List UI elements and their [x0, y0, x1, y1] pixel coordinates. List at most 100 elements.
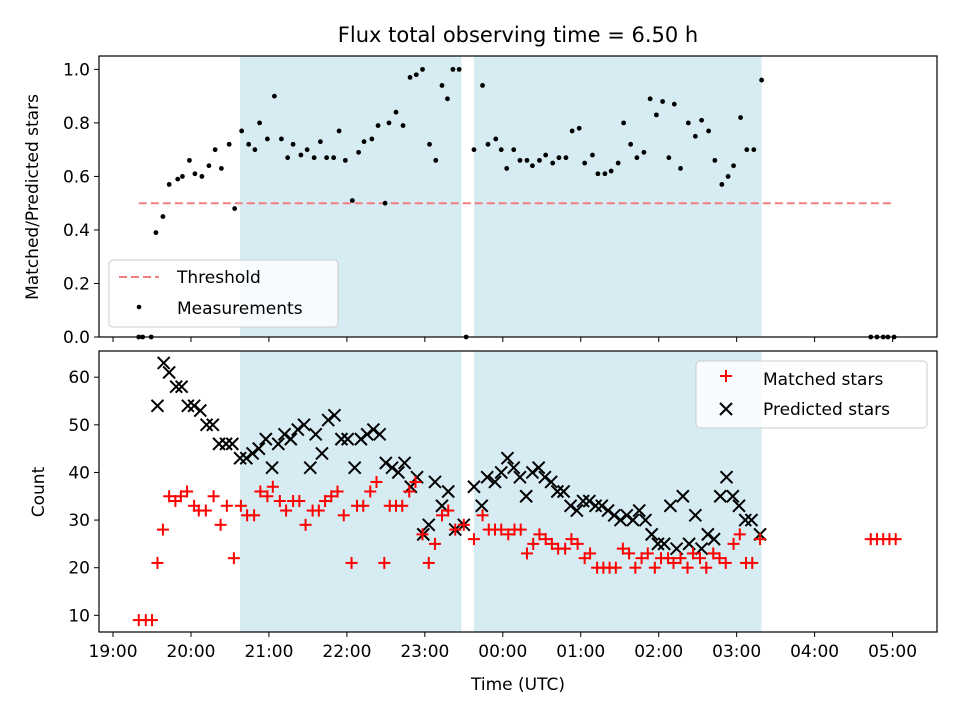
matched-point — [422, 556, 435, 569]
measurement-point — [166, 182, 172, 187]
matched-point — [629, 561, 642, 574]
bottom-plot-frame — [98, 350, 938, 633]
measurement-point — [317, 139, 323, 145]
matched-point — [331, 485, 344, 498]
measurement-point — [712, 157, 718, 163]
measurement-point — [504, 166, 510, 171]
predicted-point — [744, 513, 759, 527]
measurement-point — [445, 96, 450, 102]
measurement-point — [738, 115, 743, 120]
y-tick-label: 1.0 — [63, 60, 90, 80]
bottom-x-ticks: 19:00 20:00 21:00 22:00 23:00 00:00 01:00 02:00… — [89, 632, 917, 662]
y-tick-label: 0.4 — [63, 221, 90, 241]
measurement-point — [439, 83, 445, 88]
predicted-point — [347, 460, 362, 475]
predicted-point — [441, 484, 455, 499]
matched-point — [623, 547, 636, 560]
predicted-point — [315, 446, 329, 461]
predicted-point — [570, 503, 584, 518]
matched-point — [214, 518, 227, 531]
matched-point — [571, 537, 584, 550]
measurement-point — [433, 157, 439, 163]
matched-point — [754, 533, 767, 546]
predicted-point — [663, 499, 678, 513]
top-legend-box — [108, 259, 339, 328]
matched-point — [312, 504, 325, 517]
bottom-y-axis-label: Count — [29, 466, 49, 517]
matched-point — [616, 542, 629, 555]
measurement-point — [537, 157, 542, 163]
measurement-point — [511, 147, 517, 153]
measurement-point — [331, 155, 337, 161]
measurement-point — [298, 152, 304, 158]
matched-point — [514, 523, 527, 536]
matched-point — [733, 528, 746, 541]
measurement-point — [480, 83, 485, 88]
measurement-point — [671, 101, 677, 107]
measurement-point — [621, 120, 627, 126]
matched-point — [495, 523, 508, 536]
predicted-point — [193, 403, 208, 418]
predicted-point — [422, 518, 436, 532]
shaded-span-1 — [240, 351, 462, 632]
measurement-point — [361, 139, 367, 145]
matched-point — [357, 499, 370, 512]
matched-point — [727, 537, 740, 550]
matched-point — [694, 552, 707, 565]
top-y-ticks: 0.0 0.2 0.4 0.6 0.8 1.0 — [63, 60, 99, 348]
measurement-point — [602, 171, 608, 177]
predicted-legend-swatch — [719, 402, 733, 416]
measurement-point — [349, 198, 355, 203]
matched-point — [319, 495, 332, 508]
measurement-point — [685, 120, 691, 126]
measurement-point — [731, 163, 736, 169]
predicted-point — [366, 422, 381, 437]
matched-point — [584, 547, 597, 560]
top-panel: 0.0 0.2 0.4 0.6 0.8 1.0 Matched/Predicted sta… — [23, 55, 938, 348]
measurement-point — [257, 120, 262, 126]
measurement-point — [653, 112, 659, 118]
predicted-point — [291, 422, 305, 437]
x-tick-label: 23:00 — [400, 642, 449, 662]
predicted-point — [372, 427, 387, 442]
x-tick-label: 00:00 — [478, 642, 527, 662]
measurement-point — [212, 147, 218, 153]
predicted-point — [245, 446, 260, 461]
measurement-points — [136, 66, 897, 340]
measurement-point — [517, 157, 523, 163]
matched-point — [299, 518, 312, 531]
measurement-point — [744, 147, 750, 153]
predicted-point — [480, 470, 494, 484]
matched-point — [442, 504, 455, 517]
measurement-point — [666, 155, 672, 161]
predicted-point — [150, 399, 165, 413]
measurement-point — [576, 125, 582, 131]
predicted-point — [626, 513, 640, 527]
x-tick-label: 20:00 — [166, 642, 215, 662]
predicted-point — [199, 418, 214, 432]
predicted-point — [467, 480, 481, 494]
measurement-point — [290, 141, 296, 147]
matched-point — [396, 499, 409, 512]
matched-point — [370, 475, 383, 488]
matched-point — [559, 542, 572, 555]
matched-point — [457, 518, 470, 531]
predicted-point — [544, 475, 558, 489]
matched-point — [207, 490, 220, 503]
bottom-panel: 10 20 30 40 50 60 19:00 20:00 21:00 22:00 23:00 00… — [29, 350, 938, 695]
predicted-point — [500, 451, 515, 465]
measurement-point — [324, 155, 330, 161]
predicted-point — [219, 437, 233, 451]
measurement-point — [563, 155, 569, 161]
measurement-point — [400, 123, 406, 128]
predicted-point — [239, 451, 254, 465]
matched-point — [635, 552, 648, 565]
predicted-point — [174, 380, 189, 394]
matched-point — [746, 556, 759, 569]
matched-point — [273, 495, 286, 508]
measurement-point — [232, 206, 238, 211]
x-axis-label: Time (UTC) — [470, 675, 565, 695]
predicted-point — [340, 432, 355, 446]
bottom-legend-box — [695, 360, 928, 429]
